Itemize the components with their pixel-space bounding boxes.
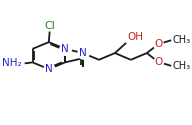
Text: CH₃: CH₃ [172,61,190,71]
Text: N: N [61,44,69,54]
Text: CH₃: CH₃ [172,35,190,45]
Text: O: O [154,39,162,49]
Text: NH₂: NH₂ [2,58,21,68]
Text: N: N [45,64,53,74]
Text: N: N [79,48,87,58]
Text: Cl: Cl [44,21,55,31]
Text: O: O [154,57,162,67]
Text: OH: OH [127,32,143,42]
